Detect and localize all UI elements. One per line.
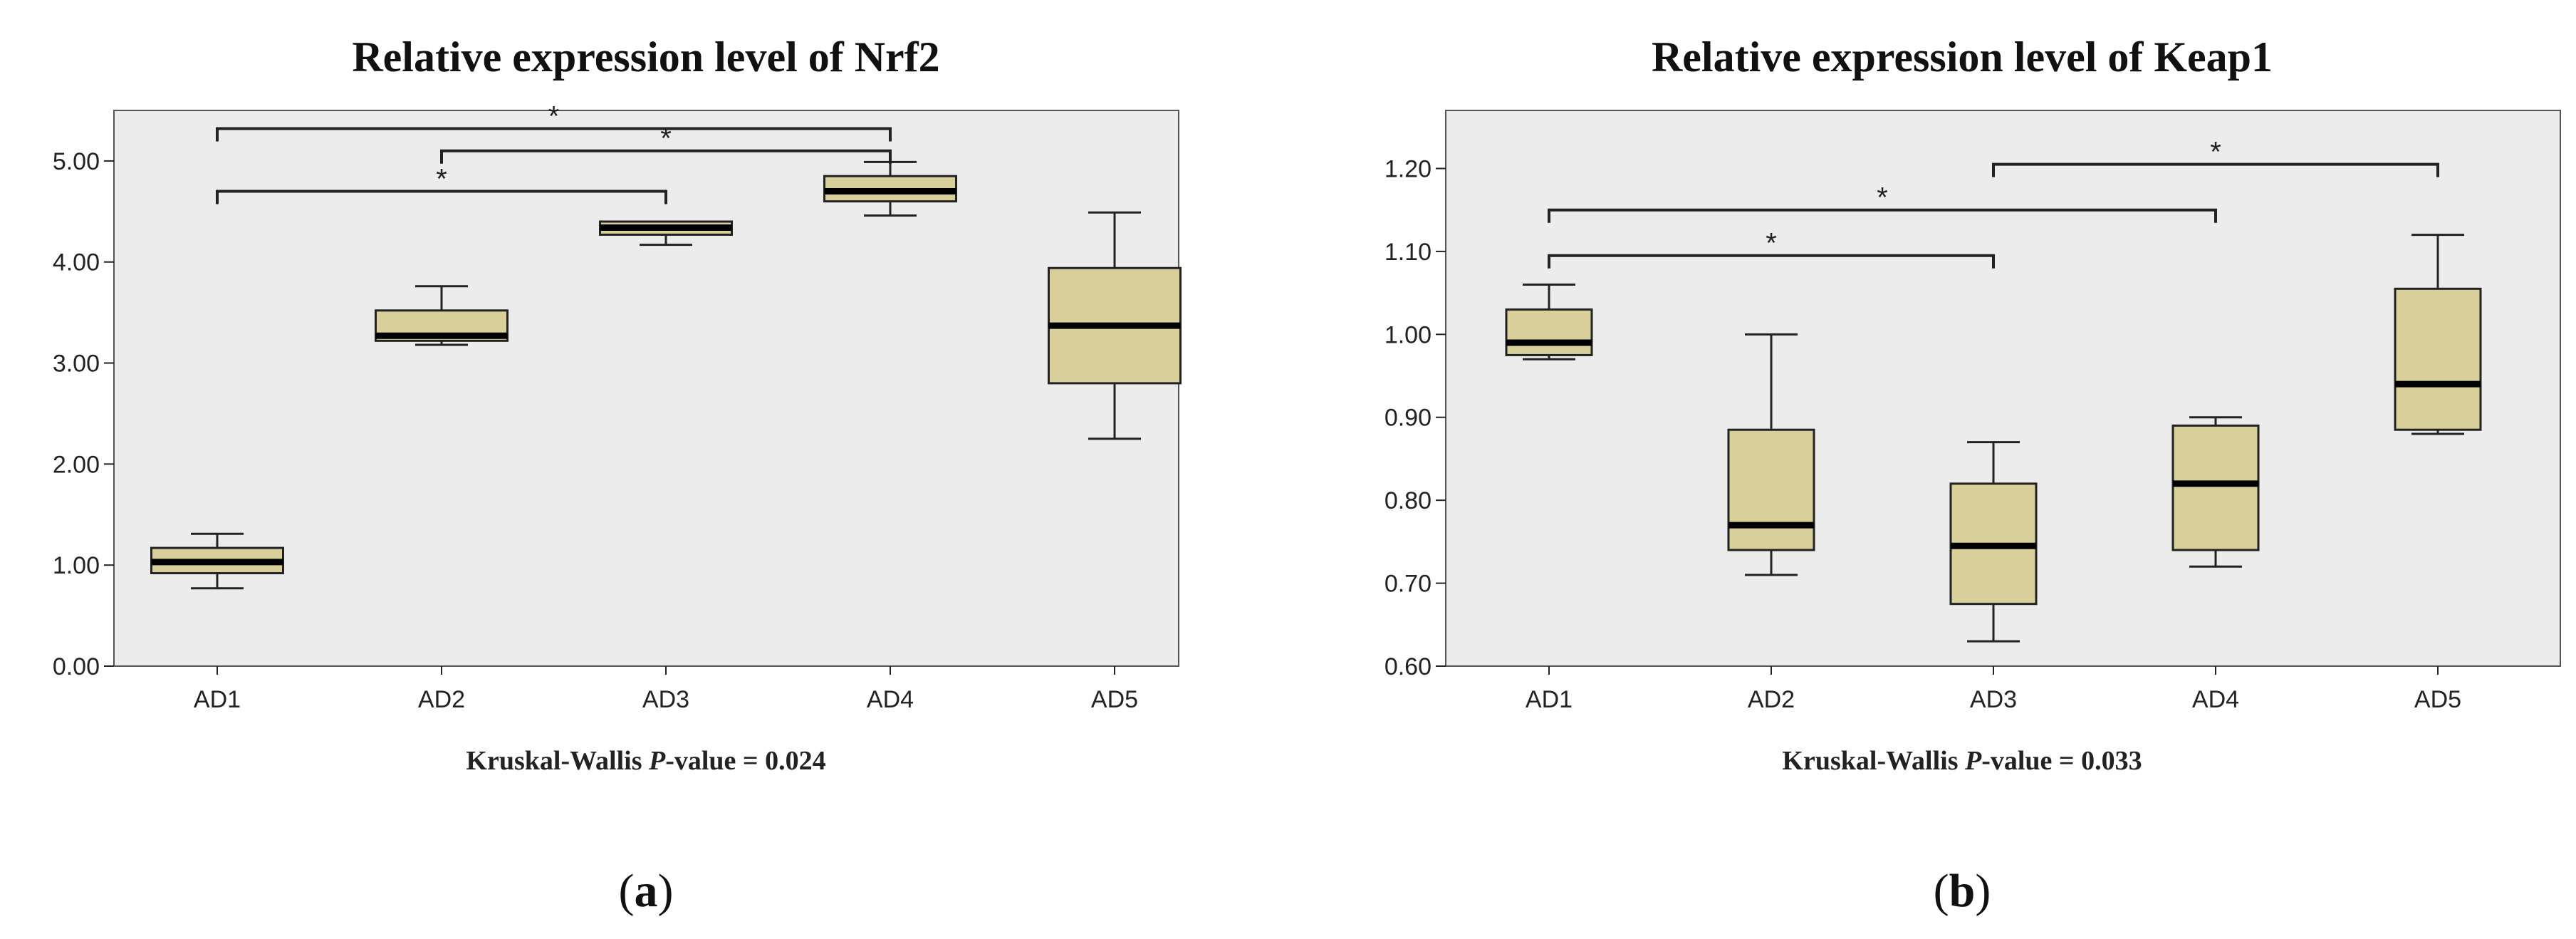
significance-brackets-nrf2: * * * bbox=[216, 101, 892, 204]
x-tick-label-nrf2: AD1 bbox=[194, 686, 241, 713]
box-nrf2-ad3 bbox=[599, 220, 733, 247]
y-tick-label-nrf2: 0.00 bbox=[53, 653, 100, 680]
significance-star-nrf2: * bbox=[548, 101, 560, 133]
y-tick-label-nrf2: 2.00 bbox=[53, 451, 100, 478]
box-keap1-ad5 bbox=[2394, 234, 2482, 435]
y-tick-label-nrf2: 5.00 bbox=[53, 148, 100, 175]
significance-bracket-keap1 bbox=[1992, 162, 2439, 177]
x-tick-label-keap1: AD4 bbox=[2192, 686, 2239, 713]
panel-label-b: (b) bbox=[1934, 865, 1991, 917]
y-tick-label-keap1: 1.10 bbox=[1385, 239, 1432, 266]
significance-star-nrf2: * bbox=[660, 123, 672, 155]
x-axis-keap1: AD1 AD2 AD3 AD4 AD5 bbox=[1526, 666, 2461, 713]
y-tick-label-keap1: 1.00 bbox=[1385, 321, 1432, 348]
x-tick-label-nrf2: AD5 bbox=[1091, 686, 1138, 713]
x-tick-label-keap1: AD5 bbox=[2414, 686, 2461, 713]
y-tick-label-nrf2: 1.00 bbox=[53, 552, 100, 579]
box-keap1-ad4 bbox=[2171, 416, 2260, 568]
box-iqr bbox=[2394, 287, 2482, 431]
significance-star-keap1: * bbox=[2210, 137, 2221, 168]
chart-panel-nrf2: Relative expression level of Nrf2 0.00 1.… bbox=[53, 33, 1182, 917]
x-tick-label-keap1: AD3 bbox=[1970, 686, 2017, 713]
x-axis-nrf2: AD1 AD2 AD3 AD4 AD5 bbox=[194, 666, 1138, 713]
y-tick-label-nrf2: 3.00 bbox=[53, 351, 100, 378]
box-nrf2-ad1 bbox=[150, 532, 284, 590]
boxes-keap1 bbox=[1505, 234, 2482, 643]
panel-label-a: (a) bbox=[619, 865, 674, 917]
significance-bracket-keap1 bbox=[1548, 254, 1995, 269]
y-tick-label-nrf2: 4.00 bbox=[53, 249, 100, 276]
chart-title-keap1: Relative expression level of Keap1 bbox=[1652, 33, 2273, 81]
y-tick-label-keap1: 0.60 bbox=[1385, 653, 1432, 680]
x-tick-label-nrf2: AD2 bbox=[418, 686, 465, 713]
y-tick-label-keap1: 0.70 bbox=[1385, 571, 1432, 598]
y-tick-label-keap1: 0.80 bbox=[1385, 487, 1432, 514]
x-tick-label-keap1: AD2 bbox=[1748, 686, 1795, 713]
y-axis-keap1: 0.60 0.70 0.80 0.90 1.00 1.10 1.20 bbox=[1385, 155, 1446, 680]
x-tick-label-keap1: AD1 bbox=[1526, 686, 1573, 713]
x-tick-label-nrf2: AD3 bbox=[642, 686, 689, 713]
box-nrf2-ad5 bbox=[1048, 211, 1182, 440]
plot-area-nrf2 bbox=[113, 110, 1179, 667]
y-tick-label-keap1: 0.90 bbox=[1385, 405, 1432, 432]
significance-brackets-keap1: * * * bbox=[1548, 137, 2439, 269]
x-tick-label-nrf2: AD4 bbox=[867, 686, 914, 713]
box-nrf2-ad2 bbox=[375, 285, 509, 346]
box-iqr bbox=[2171, 424, 2260, 551]
y-axis-nrf2: 0.00 1.00 2.00 3.00 4.00 5.00 bbox=[53, 148, 114, 680]
box-keap1-ad1 bbox=[1505, 283, 1593, 360]
box-nrf2-ad4 bbox=[823, 160, 957, 217]
chart-title-nrf2: Relative expression level of Nrf2 bbox=[352, 33, 939, 81]
significance-bracket-keap1 bbox=[1548, 208, 2217, 223]
significance-star-keap1: * bbox=[1877, 182, 1888, 214]
significance-star-keap1: * bbox=[1766, 228, 1777, 259]
box-keap1-ad2 bbox=[1727, 333, 1815, 576]
chart-panel-keap1: Relative expression level of Keap1 0.600… bbox=[1385, 33, 2561, 917]
kruskal-wallis-note-nrf2: Kruskal-Wallis P-value = 0.024 bbox=[466, 746, 825, 776]
y-tick-label-keap1: 1.20 bbox=[1385, 155, 1432, 182]
box-iqr bbox=[1727, 428, 1815, 551]
significance-bracket-nrf2 bbox=[440, 149, 892, 164]
significance-star-nrf2: * bbox=[436, 163, 447, 194]
boxes-nrf2 bbox=[150, 160, 1182, 590]
box-keap1-ad3 bbox=[1949, 441, 2038, 643]
kruskal-wallis-note-keap1: Kruskal-Wallis P-value = 0.033 bbox=[1782, 746, 2142, 776]
significance-bracket-nrf2 bbox=[216, 190, 667, 204]
significance-bracket-nrf2 bbox=[216, 127, 892, 142]
box-iqr bbox=[1505, 308, 1593, 356]
